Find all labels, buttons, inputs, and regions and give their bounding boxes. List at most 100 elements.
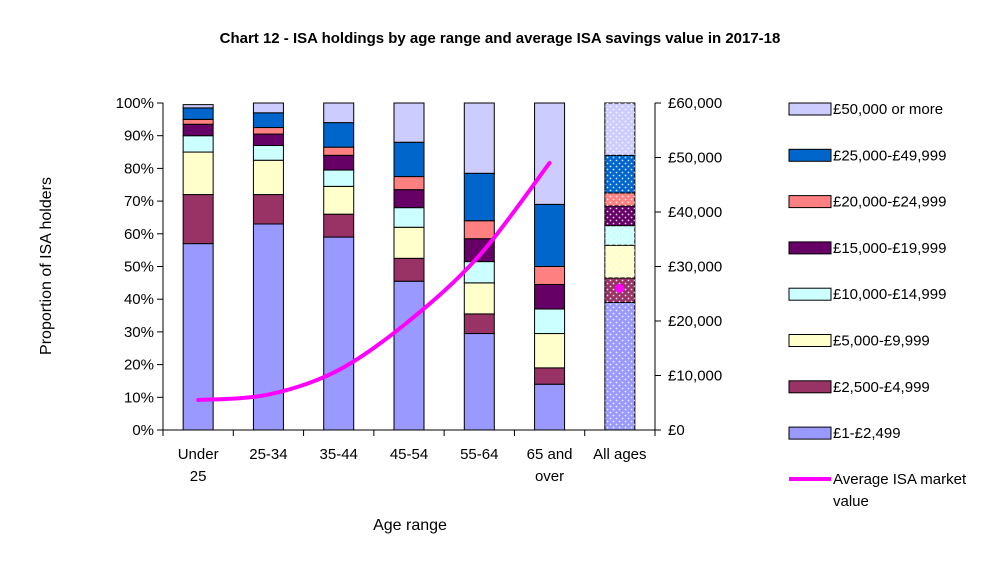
average-isa-value-marker-all-ages xyxy=(615,283,625,293)
legend: £50,000 or more £25,000-£49,999 £20,000-£2… xyxy=(788,101,967,510)
y-tick-label: 70% xyxy=(124,193,154,210)
y-tick-label: 60% xyxy=(124,226,154,243)
legend-swatch-2-500-4-999 xyxy=(788,380,832,394)
bar-5-000-9-999-0 xyxy=(182,151,214,196)
y-tick-label: 100% xyxy=(116,95,154,112)
legend-swatch-25-000-49-999 xyxy=(788,148,832,162)
bar-dot-overlay-10-000-14-999 xyxy=(604,225,635,246)
bar-1-2-499-2 xyxy=(323,236,355,431)
bar-15-000-19-999-2 xyxy=(323,154,355,171)
bar-2-500-4-999-0 xyxy=(182,194,214,245)
bar-1-2-499-0 xyxy=(182,243,214,431)
bar-dot-overlay-50-000-or-more xyxy=(604,103,635,156)
legend-label-50-000-or-more: £50,000 or more xyxy=(833,101,943,118)
bar-5-000-9-999-2 xyxy=(323,185,355,215)
legend-swatch-10-000-14-999 xyxy=(788,287,832,301)
bar-20-000-24-999-1 xyxy=(252,127,284,135)
legend-label-2-500-4-999: £2,500-£4,999 xyxy=(833,379,930,396)
y-tick-label: 30% xyxy=(124,324,154,341)
bar-5-000-9-999-4 xyxy=(463,282,495,315)
legend-label-15-000-19-999: £15,000-£19,999 xyxy=(833,240,946,257)
bar-dot-overlay-5-000-9-999 xyxy=(604,245,635,278)
legend-swatch-15-000-19-999 xyxy=(788,241,832,255)
bar-15-000-19-999-5 xyxy=(534,283,566,310)
legend-swatch-1-2-499 xyxy=(788,426,832,440)
bar-20-000-24-999-2 xyxy=(323,146,355,156)
y2-tick-label: £20,000 xyxy=(668,313,722,330)
bar-1-2-499-4 xyxy=(463,333,495,431)
bar-dot-overlay-1-2-499 xyxy=(604,302,635,430)
y-tick-label: 50% xyxy=(124,259,154,276)
legend-swatch-20-000-24-999 xyxy=(788,195,832,209)
y2-tick-label: £40,000 xyxy=(668,204,722,221)
legend-label-5-000-9-999: £5,000-£9,999 xyxy=(833,333,930,350)
y2-tick-label: £30,000 xyxy=(668,259,722,276)
bar-2-500-4-999-5 xyxy=(534,367,566,385)
x-tick-label: 35-44 xyxy=(320,446,358,463)
bar-25-000-49-999-0 xyxy=(182,107,214,120)
bar-15-000-19-999-3 xyxy=(393,189,425,209)
average-value-line-group xyxy=(196,160,625,403)
y-tick-label: 20% xyxy=(124,357,154,374)
bar-50-000-or-more-2 xyxy=(323,102,355,124)
x-tick-label: 45-54 xyxy=(390,446,428,463)
bar-dot-overlay-15-000-19-999 xyxy=(604,206,635,226)
x-tick-label: All ages xyxy=(593,446,646,463)
bar-20-000-24-999-0 xyxy=(182,118,214,125)
bar-2-500-4-999-2 xyxy=(323,213,355,238)
y2-tick-label: £60,000 xyxy=(668,95,722,112)
bar-50-000-or-more-4 xyxy=(463,102,495,174)
legend-label-25-000-49-999: £25,000-£49,999 xyxy=(833,147,946,164)
bar-20-000-24-999-4 xyxy=(463,220,495,240)
bar-25-000-49-999-2 xyxy=(323,122,355,148)
bar-50-000-or-more-0 xyxy=(182,104,214,109)
x-tick-label: Under 25 xyxy=(178,446,219,485)
bar-10-000-14-999-2 xyxy=(323,169,355,187)
bar-50-000-or-more-5 xyxy=(534,102,566,205)
bars-group xyxy=(182,102,636,431)
y2-tick-label: £50,000 xyxy=(668,150,722,167)
legend-swatch-5-000-9-999 xyxy=(788,334,832,347)
bar-50-000-or-more-1 xyxy=(252,102,284,114)
bar-10-000-14-999-0 xyxy=(182,135,214,153)
bar-2-500-4-999-1 xyxy=(252,194,284,225)
bar-25-000-49-999-3 xyxy=(393,141,425,178)
x-tick-label: 25-34 xyxy=(249,446,287,463)
bar-20-000-24-999-5 xyxy=(534,266,566,285)
legend-label-average-isa-market-value: Average ISA market value xyxy=(833,471,967,510)
bar-10-000-14-999-3 xyxy=(393,207,425,228)
y-tick-label: 10% xyxy=(124,389,154,406)
y-tick-label: 80% xyxy=(124,160,154,177)
chart-title: Chart 12 - ISA holdings by age range and… xyxy=(220,30,781,47)
bar-15-000-19-999-1 xyxy=(252,133,284,147)
y-tick-label: 40% xyxy=(124,291,154,308)
bar-20-000-24-999-3 xyxy=(393,176,425,191)
bar-5-000-9-999-5 xyxy=(534,333,566,369)
bar-5-000-9-999-1 xyxy=(252,159,284,196)
bar-5-000-9-999-3 xyxy=(393,226,425,259)
bar-15-000-19-999-0 xyxy=(182,123,214,137)
bar-1-2-499-1 xyxy=(252,223,284,431)
bar-1-2-499-5 xyxy=(534,383,566,431)
bar-50-000-or-more-3 xyxy=(393,102,425,143)
bar-25-000-49-999-1 xyxy=(252,112,284,129)
legend-label-1-2-499: £1-£2,499 xyxy=(833,425,901,442)
average-isa-value-line xyxy=(196,160,552,403)
bar-1-2-499-3 xyxy=(393,280,425,431)
x-tick-label: 55-64 xyxy=(460,446,498,463)
bar-25-000-49-999-5 xyxy=(534,203,566,267)
x-axis-label: Age range xyxy=(373,517,447,534)
bar-dot-overlay-25-000-49-999 xyxy=(604,155,635,193)
y-axis-label: Proportion of ISA holders xyxy=(38,177,55,355)
bar-25-000-49-999-4 xyxy=(463,172,495,222)
bar-2-500-4-999-4 xyxy=(463,313,495,335)
legend-label-10-000-14-999: £10,000-£14,999 xyxy=(833,286,946,303)
y2-tick-label: £0 xyxy=(668,422,685,439)
bar-10-000-14-999-1 xyxy=(252,145,284,161)
legend-swatch-50-000-or-more xyxy=(788,102,832,116)
x-tick-label: 65 and over xyxy=(527,446,573,485)
y2-tick-label: £10,000 xyxy=(668,368,722,385)
legend-label-20-000-24-999: £20,000-£24,999 xyxy=(833,194,946,211)
y-tick-label: 90% xyxy=(124,128,154,145)
